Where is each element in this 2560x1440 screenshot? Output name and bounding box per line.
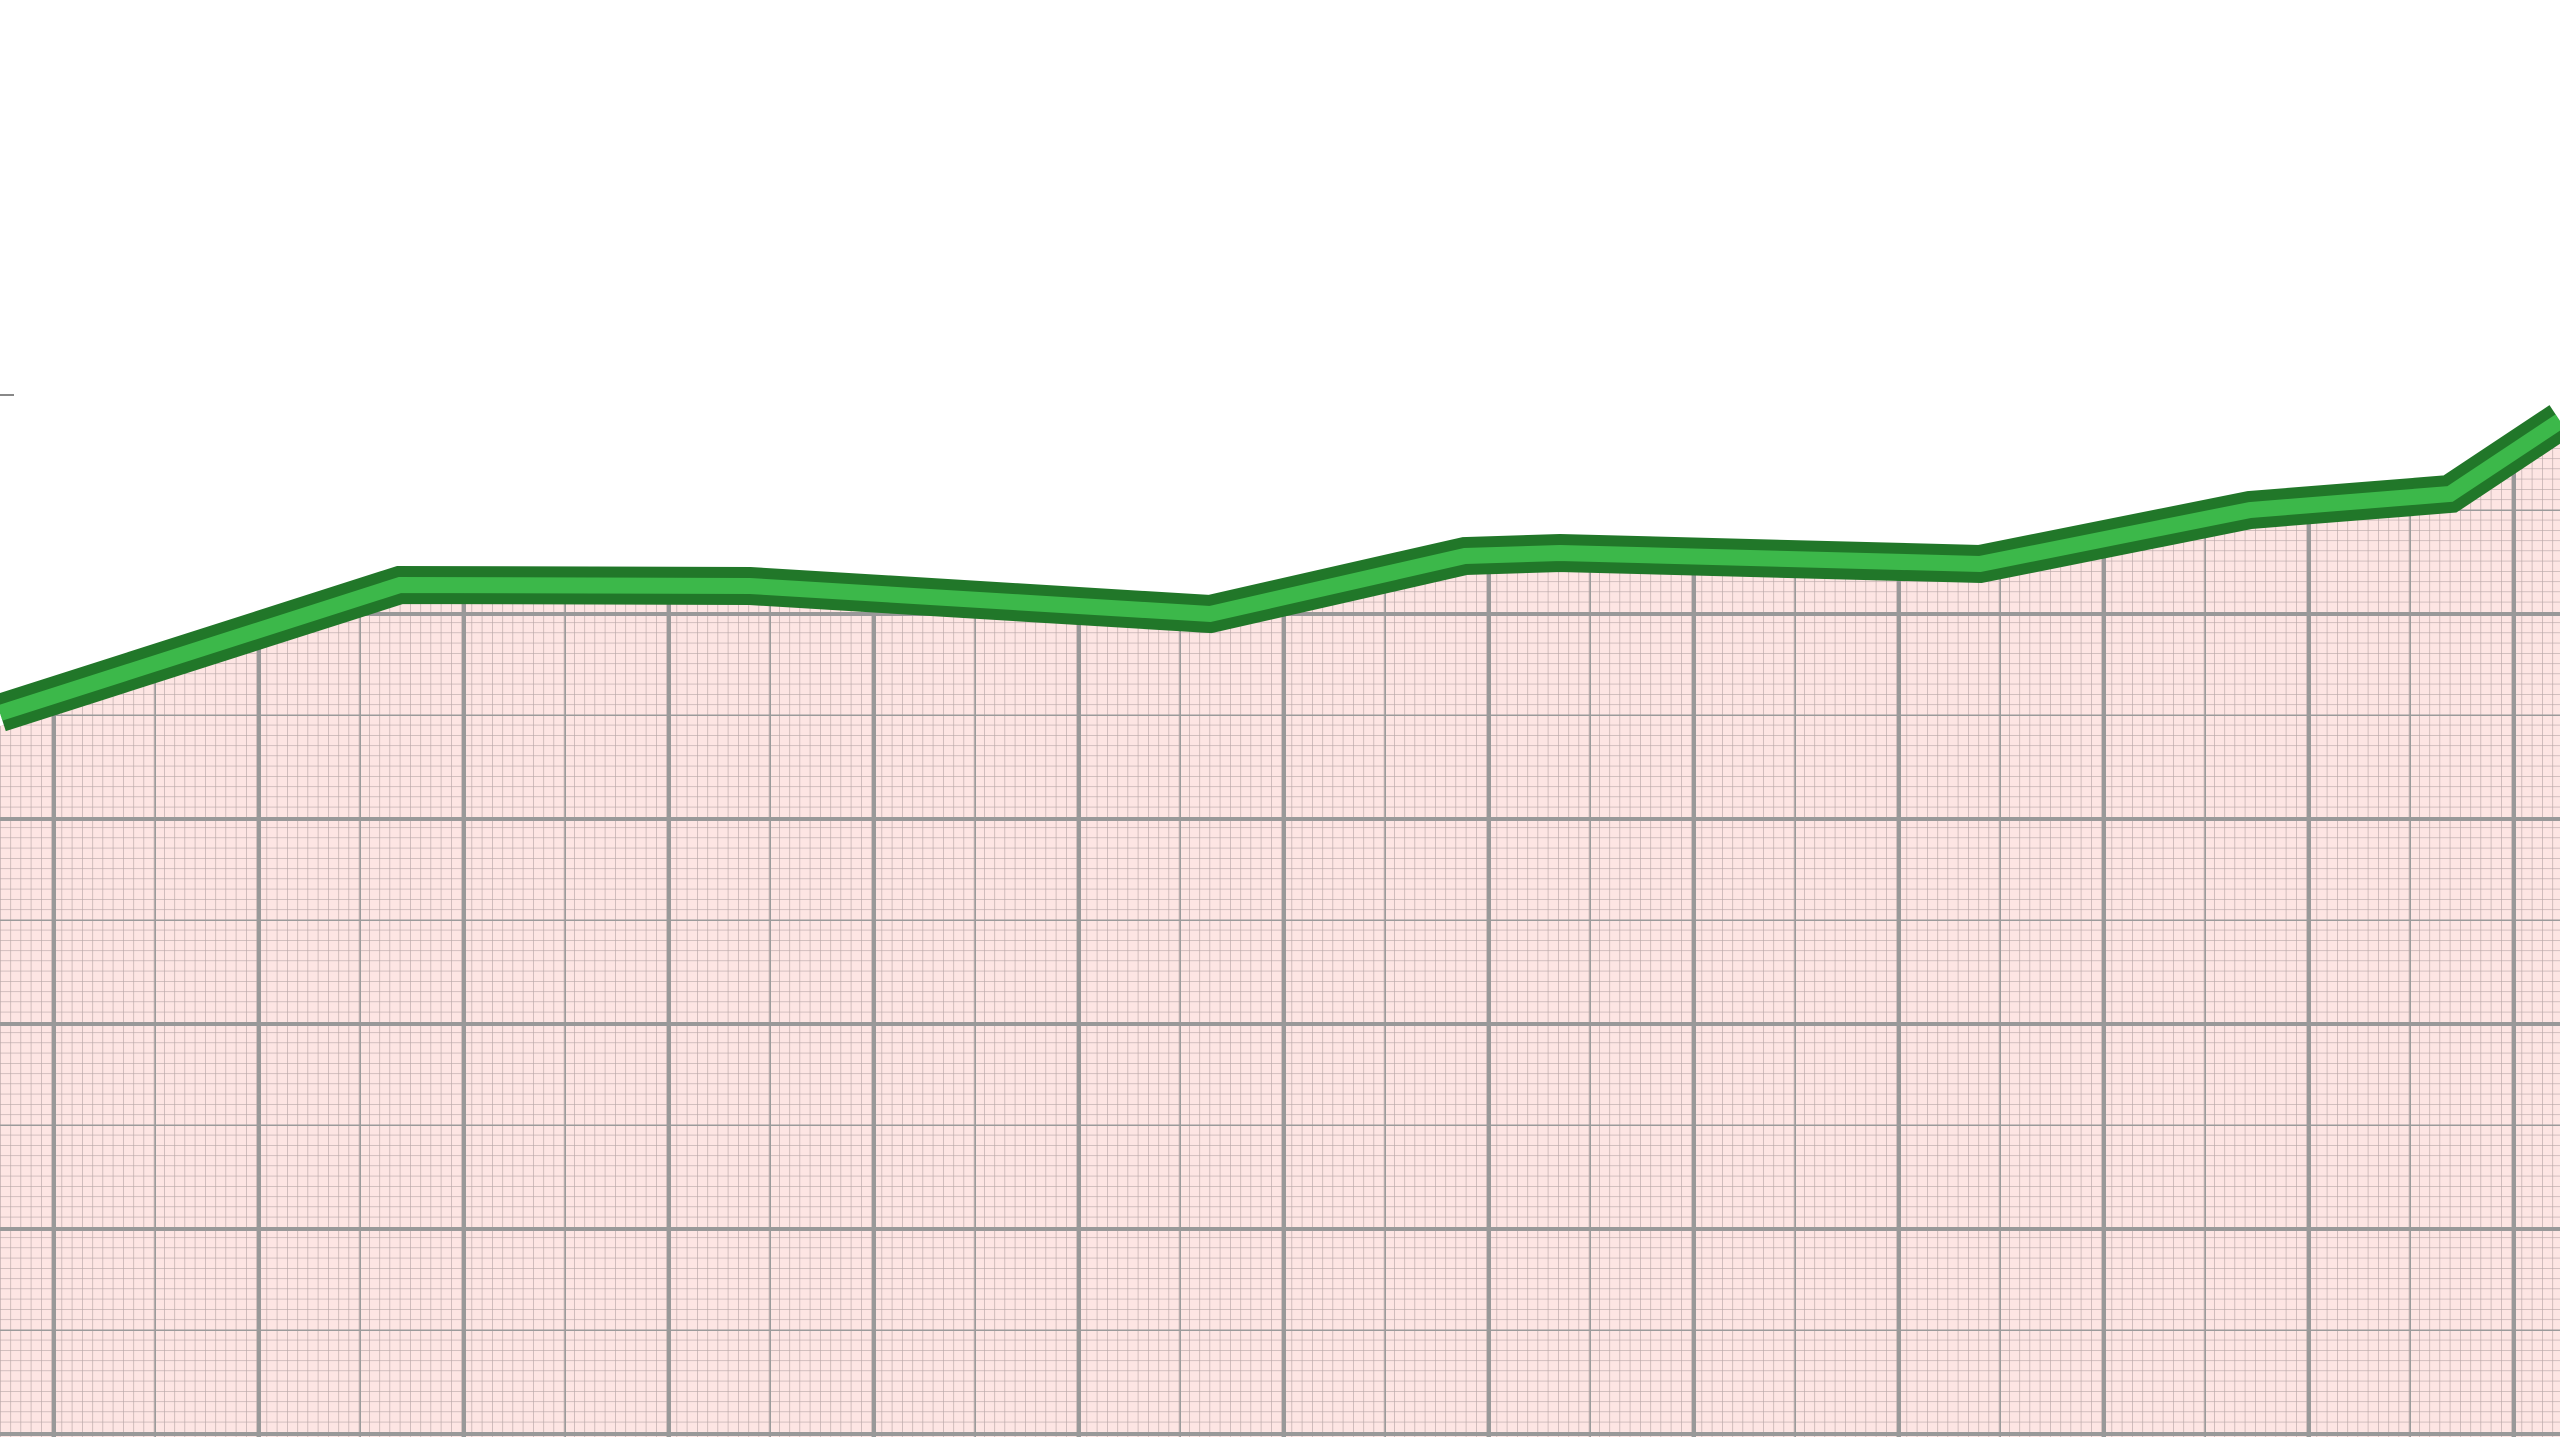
series-line-stroke [0, 414, 2560, 721]
series-line [0, 405, 2560, 732]
